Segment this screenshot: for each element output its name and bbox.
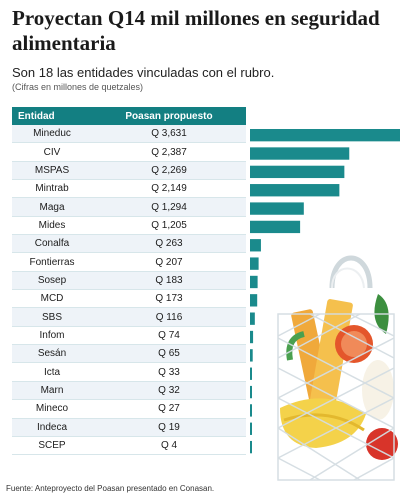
table-row: Icta Q 33 xyxy=(12,363,246,382)
entity-label: Mintrab xyxy=(35,183,69,195)
entity-label: Conalfa xyxy=(34,238,70,250)
bar-infom xyxy=(250,330,254,344)
value-label: Q 33 xyxy=(158,366,180,378)
entity-label: SBS xyxy=(41,311,62,323)
entity-label: Infom xyxy=(39,329,65,341)
table-row: Sesán Q 65 xyxy=(12,345,246,364)
table-row: CIV Q 2,387 xyxy=(12,143,246,162)
bar-mineduc xyxy=(250,129,400,142)
header-entity: Entidad xyxy=(18,110,55,122)
table-header: Entidad Poasan propuesto xyxy=(12,107,246,125)
table-row: Indeca Q 19 xyxy=(12,418,246,437)
value-label: Q 2,149 xyxy=(151,183,187,195)
header-value: Poasan propuesto xyxy=(125,110,213,122)
entity-label: MCD xyxy=(40,293,64,305)
table-row: Maga Q 1,294 xyxy=(12,198,246,217)
entity-label: SCEP xyxy=(38,440,66,452)
value-label: Q 263 xyxy=(155,238,183,250)
table-row: Mintrab Q 2,149 xyxy=(12,180,246,199)
entity-label: Mides xyxy=(38,219,66,231)
value-label: Q 74 xyxy=(158,329,180,341)
value-label: Q 27 xyxy=(158,403,180,415)
bar-maga xyxy=(250,202,304,215)
entity-label: Mineduc xyxy=(33,128,71,140)
bar-mineco xyxy=(250,404,252,417)
value-label: Q 2,269 xyxy=(151,164,187,176)
bar-sesán xyxy=(250,349,253,362)
bar-mintrab xyxy=(250,184,340,197)
entity-label: Maga xyxy=(39,201,65,213)
bar-mides xyxy=(250,220,301,234)
value-label: Q 4 xyxy=(160,440,178,452)
entity-label: Fontierras xyxy=(29,256,75,268)
entity-label: Sesán xyxy=(37,348,67,360)
entity-label: Mineco xyxy=(35,403,69,415)
value-label: Q 65 xyxy=(158,348,180,360)
value-label: Q 116 xyxy=(155,311,183,323)
source-note: Fuente: Anteproyecto del Poasan presenta… xyxy=(6,484,215,493)
value-label: Q 19 xyxy=(158,421,180,433)
bar-sbs xyxy=(250,312,255,325)
value-label: Q 32 xyxy=(158,384,180,396)
entity-label: CIV xyxy=(43,146,61,158)
entity-label: Indeca xyxy=(36,421,68,433)
data-table: Entidad Poasan propuesto Mineduc Q 3,631 C… xyxy=(12,107,246,456)
table-row: Mides Q 1,205 xyxy=(12,216,246,236)
bar-mspas xyxy=(250,165,345,179)
table-row: Mineco Q 27 xyxy=(12,400,246,419)
bar-marn xyxy=(250,385,252,399)
entity-label: Sosep xyxy=(37,274,67,286)
entity-label: MSPAS xyxy=(34,164,70,176)
table-row: Conalfa Q 263 xyxy=(12,235,246,254)
table-row: Marn Q 32 xyxy=(12,381,246,401)
table-row: Sosep Q 183 xyxy=(12,271,246,291)
value-label: Q 1,294 xyxy=(151,201,187,213)
table-row: Mineduc Q 3,631 xyxy=(12,125,246,144)
bar-conalfa xyxy=(250,239,261,252)
value-label: Q 1,205 xyxy=(151,219,187,231)
bar-indeca xyxy=(250,422,252,435)
bar-scep xyxy=(250,440,252,454)
bar-sosep xyxy=(250,275,258,289)
bar-civ xyxy=(250,147,350,160)
grocery-bag-illustration xyxy=(277,255,398,481)
table-row: Infom Q 74 xyxy=(12,326,246,346)
table-row: Fontierras Q 207 xyxy=(12,253,246,272)
value-label: Q 173 xyxy=(155,293,183,305)
bar-mcd xyxy=(250,294,258,307)
entity-label: Icta xyxy=(43,366,61,378)
units-note: (Cifras en millones de quetzales) xyxy=(12,82,144,92)
bar-fontierras xyxy=(250,257,259,270)
entity-label: Marn xyxy=(40,384,64,396)
value-label: Q 3,631 xyxy=(151,128,187,140)
table-row: SCEP Q 4 xyxy=(12,436,246,456)
table-row: MCD Q 173 xyxy=(12,290,246,309)
value-label: Q 183 xyxy=(155,274,183,286)
value-label: Q 2,387 xyxy=(151,146,187,158)
table-row: SBS Q 116 xyxy=(12,308,246,327)
chart-subtitle: Son 18 las entidades vinculadas con el r… xyxy=(12,65,275,80)
table-row: MSPAS Q 2,269 xyxy=(12,161,246,181)
chart-title: Proyectan Q14 mil millones en seguridad … xyxy=(12,6,380,55)
value-label: Q 207 xyxy=(155,256,183,268)
bar-icta xyxy=(250,367,252,380)
